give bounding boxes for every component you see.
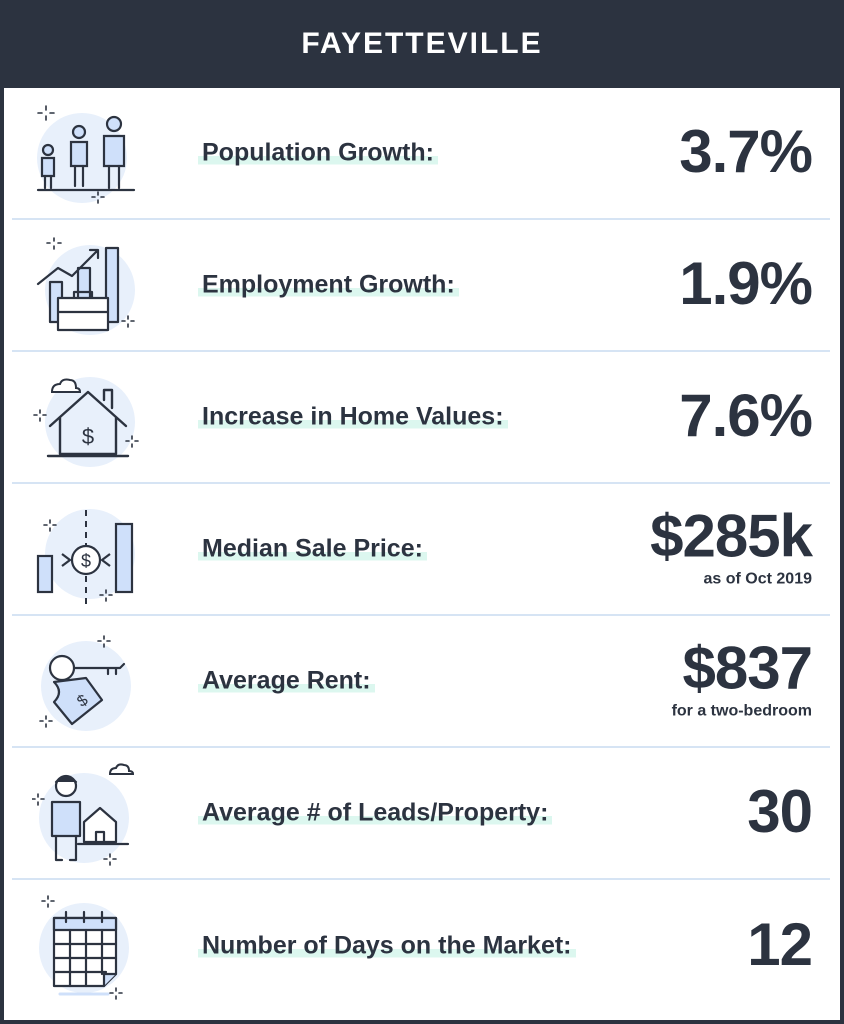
stat-row-employment-growth: Employment Growth: 1.9% (12, 220, 830, 352)
stat-row-average-rent: $ Average Rent: $837 for a two-bedroom (12, 616, 830, 748)
stat-value-note: for a two-bedroom (671, 702, 812, 720)
stat-value: 12 (747, 910, 813, 978)
stat-label: Number of Days on the Market: (198, 931, 576, 961)
svg-text:$: $ (82, 424, 94, 449)
rent-key-icon: $ (39, 635, 131, 731)
sale-price-icon: $ (36, 509, 135, 604)
stats-card: Population Growth: 3.7% (4, 88, 840, 1020)
stat-label: Median Sale Price: (198, 534, 427, 564)
stat-value-box: $285k as of Oct 2019 (650, 502, 813, 588)
stat-value-note: as of Oct 2019 (703, 570, 813, 588)
header-bar: FAYETTEVILLE (0, 0, 844, 88)
stat-value-box: 7.6% (679, 381, 813, 449)
stat-value: $837 (682, 634, 813, 702)
stat-label: Increase in Home Values: (198, 402, 508, 432)
stat-row-leads-per-property: Average # of Leads/Property: 30 (12, 748, 830, 880)
stat-label: Employment Growth: (198, 270, 459, 300)
calendar-icon (39, 895, 129, 1000)
stat-value-box: 12 (747, 910, 813, 978)
employment-growth-icon (36, 237, 135, 335)
stat-value: 3.7% (679, 117, 813, 185)
stat-value: $285k (650, 502, 813, 570)
stat-label: Population Growth: (198, 138, 438, 168)
stat-value: 7.6% (679, 381, 813, 449)
family-icon (36, 105, 136, 204)
stat-value: 30 (747, 777, 813, 845)
stat-row-days-on-market: Number of Days on the Market: 12 (12, 880, 830, 1012)
stat-row-home-values: $ Increase in Home Values: 7.6% (12, 352, 830, 484)
leads-person-icon (32, 763, 135, 866)
home-value-icon: $ (33, 377, 139, 467)
stat-row-median-sale-price: $ Median Sale Price: $285k as of Oct 201… (12, 484, 830, 616)
stat-row-population-growth: Population Growth: 3.7% (12, 88, 830, 220)
stat-value: 1.9% (679, 249, 813, 317)
stat-value-box: $837 for a two-bedroom (671, 634, 813, 720)
stat-label: Average # of Leads/Property: (198, 798, 553, 828)
stat-value-box: 30 (747, 777, 813, 845)
stat-value-box: 3.7% (679, 117, 813, 185)
svg-text:$: $ (81, 551, 91, 571)
page-title: FAYETTEVILLE (301, 27, 543, 60)
stat-value-box: 1.9% (679, 249, 813, 317)
stat-label: Average Rent: (198, 666, 375, 696)
